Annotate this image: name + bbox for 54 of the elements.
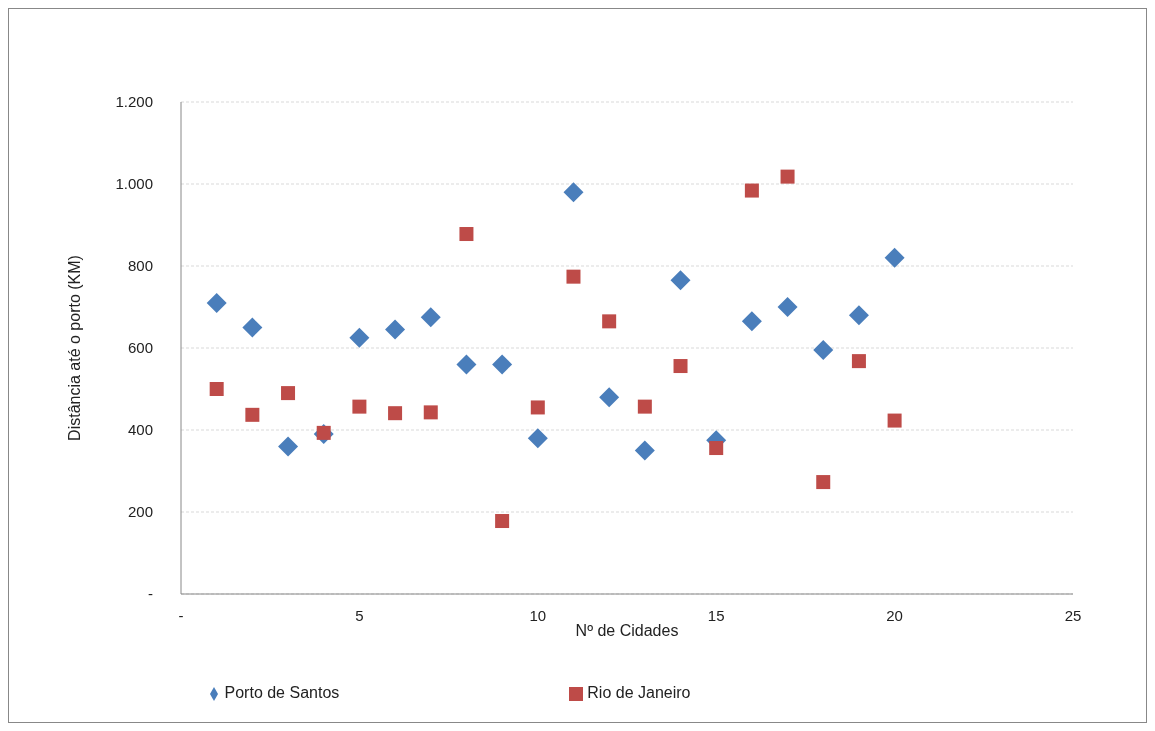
y-tick-label: 200 xyxy=(127,503,153,521)
y-tick-label: 600 xyxy=(127,339,153,357)
point xyxy=(206,292,227,313)
point xyxy=(673,359,688,374)
x-tick-label: 25 xyxy=(1064,606,1082,624)
point xyxy=(602,314,617,329)
point xyxy=(388,406,403,421)
point xyxy=(709,441,724,456)
legend-label: Rio de Janeiro xyxy=(587,684,691,701)
point xyxy=(242,317,263,338)
x-axis-title: Nº de Cidades xyxy=(575,622,679,639)
point xyxy=(349,327,370,348)
point xyxy=(780,169,795,184)
point xyxy=(637,399,652,414)
point xyxy=(816,475,831,490)
point xyxy=(245,407,260,422)
point xyxy=(530,400,545,415)
point xyxy=(599,387,620,408)
point xyxy=(281,386,296,401)
point xyxy=(777,297,798,317)
point xyxy=(352,399,367,414)
point xyxy=(813,340,834,361)
point xyxy=(209,382,224,396)
y-tick-label: - xyxy=(148,585,153,603)
point xyxy=(423,405,438,420)
point xyxy=(744,183,759,198)
point xyxy=(851,354,866,369)
x-tick-label: - xyxy=(178,606,184,624)
point xyxy=(634,440,655,461)
point xyxy=(278,436,299,457)
point xyxy=(492,354,513,375)
y-tick-label: 400 xyxy=(127,421,153,439)
point xyxy=(741,311,762,332)
y-tick-label: 1.000 xyxy=(115,175,153,193)
point xyxy=(566,269,581,284)
point xyxy=(563,182,584,203)
point xyxy=(848,305,869,326)
point xyxy=(495,514,510,529)
point xyxy=(459,227,474,242)
point xyxy=(527,428,548,449)
legend-label: Porto de Santos xyxy=(224,684,340,701)
y-tick-label: 800 xyxy=(127,257,153,275)
point xyxy=(385,319,406,340)
y-axis-title: Distância até o porto (KM) xyxy=(65,255,83,441)
point xyxy=(670,270,691,291)
point xyxy=(884,247,905,268)
x-tick-label: 20 xyxy=(886,606,903,624)
x-tick-label: 5 xyxy=(355,606,364,624)
point xyxy=(456,354,477,375)
x-tick-label: 10 xyxy=(529,606,547,624)
point xyxy=(420,307,441,328)
y-tick-label: 1.200 xyxy=(115,93,153,111)
x-tick-label: 15 xyxy=(707,606,725,624)
point xyxy=(887,413,902,428)
